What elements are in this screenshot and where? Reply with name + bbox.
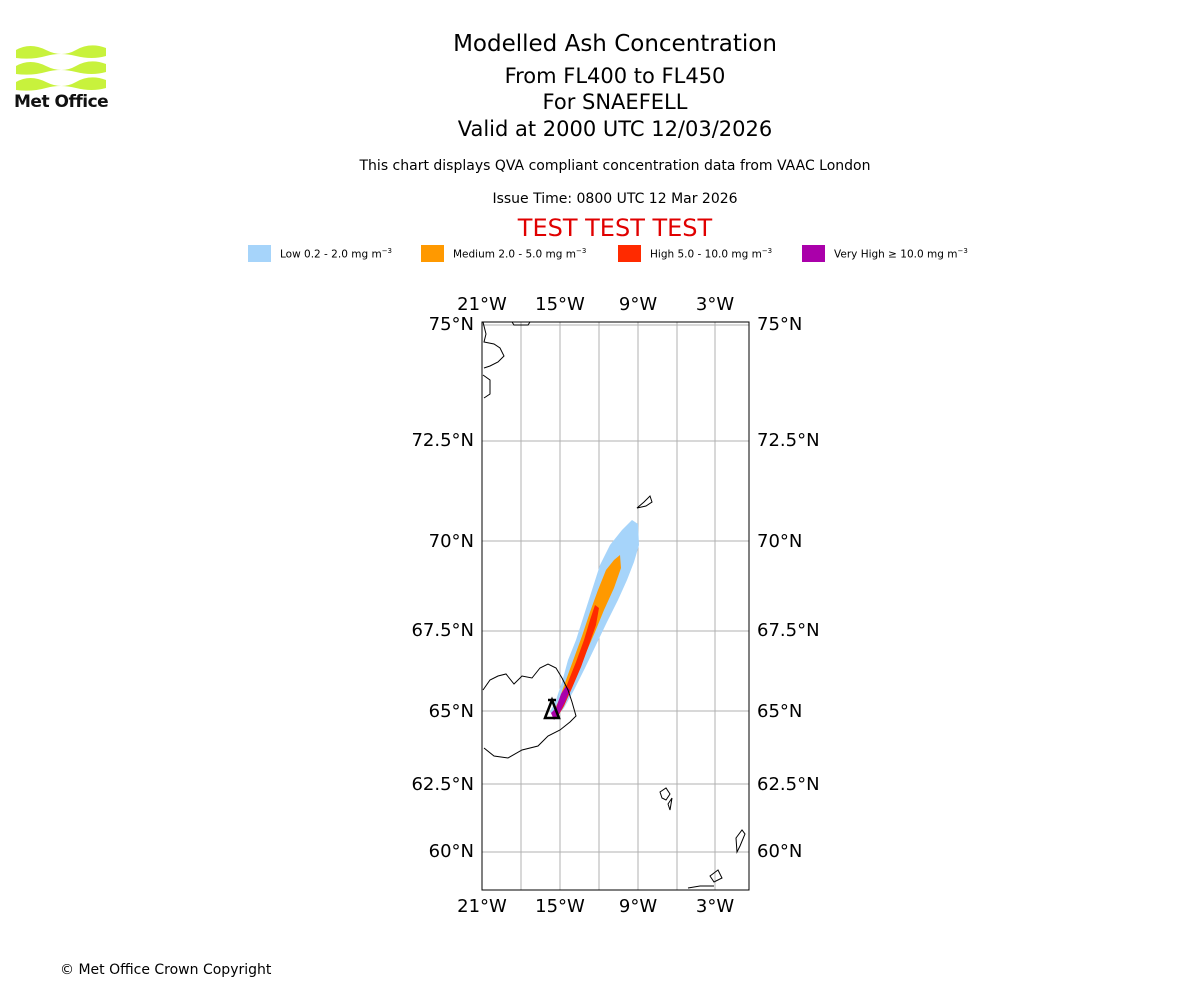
copyright-notice: © Met Office Crown Copyright <box>60 962 272 978</box>
shetland-coastline <box>687 829 746 889</box>
lat-tick-right-72-5n: 72.5°N <box>757 430 820 451</box>
volcano-icon <box>543 696 561 720</box>
met-office-wordmark: Met Office <box>14 92 109 112</box>
coastlines <box>482 321 746 889</box>
valid-time: Valid at 2000 UTC 12/03/2026 <box>457 117 773 141</box>
lat-tick-left-60n: 60°N <box>429 841 474 862</box>
map-gridlines <box>482 322 749 890</box>
volcano-name: For SNAEFELL <box>542 90 688 114</box>
lat-tick-left-70n: 70°N <box>429 531 474 552</box>
lon-tick-top-15w: 15°W <box>535 294 585 315</box>
legend-swatch-low <box>248 245 271 262</box>
lon-tick-top-3w: 3°W <box>696 294 734 315</box>
lon-tick-bottom-3w: 3°W <box>696 896 734 917</box>
legend-label-low: Low 0.2 - 2.0 mg m−3 <box>280 247 393 261</box>
test-banner: TEST TEST TEST <box>517 214 713 242</box>
legend-swatch-very-high <box>802 245 825 262</box>
lon-tick-bottom-15w: 15°W <box>535 896 585 917</box>
flight-level-range: From FL400 to FL450 <box>504 64 726 88</box>
lat-tick-left-72-5n: 72.5°N <box>411 430 474 451</box>
lon-tick-bottom-9w: 9°W <box>619 896 657 917</box>
legend-label-high: High 5.0 - 10.0 mg m−3 <box>650 247 773 261</box>
lat-tick-right-67-5n: 67.5°N <box>757 620 820 641</box>
jan-mayen-coastline <box>636 495 653 509</box>
chart-description: This chart displays QVA compliant concen… <box>359 158 871 174</box>
chart-title: Modelled Ash Concentration <box>453 31 777 57</box>
legend-swatch-medium <box>421 245 444 262</box>
lat-tick-left-65n: 65°N <box>429 701 474 722</box>
issue-time: Issue Time: 0800 UTC 12 Mar 2026 <box>492 191 738 207</box>
lat-tick-right-62-5n: 62.5°N <box>757 774 820 795</box>
lat-tick-right-60n: 60°N <box>757 841 802 862</box>
iceland-coastline <box>482 663 577 759</box>
lon-tick-top-9w: 9°W <box>619 294 657 315</box>
legend-label-medium: Medium 2.0 - 5.0 mg m−3 <box>453 247 587 261</box>
lat-tick-left-62-5n: 62.5°N <box>411 774 474 795</box>
lat-tick-right-70n: 70°N <box>757 531 802 552</box>
lat-tick-left-67-5n: 67.5°N <box>411 620 474 641</box>
lon-tick-bottom-21w: 21°W <box>457 896 507 917</box>
faroe-coastline <box>659 787 673 811</box>
met-office-logo-icon <box>16 45 106 91</box>
legend-swatch-high <box>618 245 641 262</box>
legend-label-very-high: Very High ≥ 10.0 mg m−3 <box>834 247 968 261</box>
greenland-coastline <box>482 321 505 399</box>
lon-tick-top-21w: 21°W <box>457 294 507 315</box>
map-frame <box>481 321 750 891</box>
lat-tick-left-75n: 75°N <box>429 314 474 335</box>
lat-tick-right-75n: 75°N <box>757 314 802 335</box>
lat-tick-right-65n: 65°N <box>757 701 802 722</box>
